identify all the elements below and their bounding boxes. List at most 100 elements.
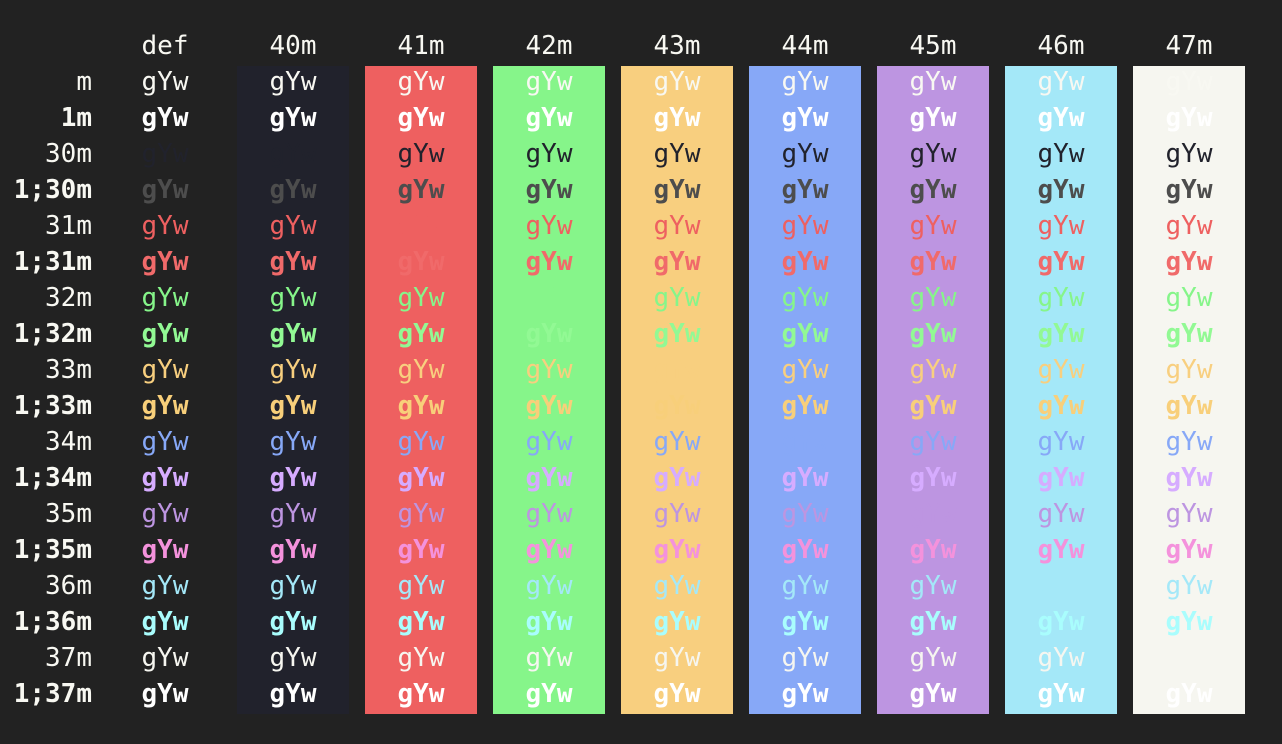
sample-cell: gYw — [781, 499, 829, 529]
sample-cell: gYw — [141, 643, 189, 673]
sample-cell: gYw — [525, 355, 573, 385]
sample-cell: gYw — [525, 643, 573, 673]
sample-cell: gYw — [909, 571, 957, 601]
sample-cell: gYw — [1037, 463, 1085, 493]
row-label: 1;31m — [13, 247, 92, 277]
sample-cell: gYw — [269, 607, 317, 637]
sample-cell: gYw — [269, 211, 317, 241]
row-label: 1;35m — [13, 535, 92, 565]
sample-cell: gYw — [1037, 319, 1085, 349]
sample-cell: gYw — [269, 499, 317, 529]
sample-cell: gYw — [397, 607, 445, 637]
sample-cell: gYw — [781, 139, 829, 169]
sample-cell: gYw — [1037, 643, 1085, 673]
sample-cell: gYw — [909, 139, 957, 169]
sample-cell: gYw — [1037, 283, 1085, 313]
background-panel-40m — [237, 66, 349, 714]
sample-cell: gYw — [781, 535, 829, 565]
sample-cell: gYw — [653, 247, 701, 277]
sample-cell: gYw — [141, 391, 189, 421]
sample-cell: gYw — [781, 463, 829, 493]
sample-cell: gYw — [1165, 463, 1213, 493]
background-panel-44m — [749, 66, 861, 714]
sample-cell: gYw — [525, 67, 573, 97]
sample-cell: gYw — [397, 643, 445, 673]
sample-cell: gYw — [909, 319, 957, 349]
sample-cell: gYw — [141, 355, 189, 385]
background-panel-47m — [1133, 66, 1245, 714]
sample-cell: gYw — [1037, 67, 1085, 97]
sample-cell: gYw — [653, 139, 701, 169]
background-panel-42m — [493, 66, 605, 714]
sample-cell: gYw — [141, 607, 189, 637]
sample-cell: gYw — [1165, 535, 1213, 565]
sample-cell: gYw — [653, 571, 701, 601]
background-panel-41m — [365, 66, 477, 714]
sample-cell: gYw — [1037, 355, 1085, 385]
sample-cell: gYw — [141, 463, 189, 493]
column-header: 42m — [525, 31, 573, 61]
sample-cell: gYw — [781, 247, 829, 277]
sample-cell: gYw — [653, 643, 701, 673]
background-panel-43m — [621, 66, 733, 714]
sample-cell: gYw — [1165, 103, 1213, 133]
sample-cell: gYw — [781, 643, 829, 673]
sample-cell: gYw — [141, 247, 189, 277]
sample-cell: gYw — [1165, 499, 1213, 529]
sample-cell: gYw — [269, 247, 317, 277]
row-label: 30m — [45, 139, 92, 169]
sample-cell: gYw — [269, 103, 317, 133]
sample-cell: gYw — [525, 679, 573, 709]
sample-cell: gYw — [269, 67, 317, 97]
sample-cell: gYw — [653, 175, 701, 205]
sample-cell: gYw — [525, 103, 573, 133]
sample-cell: gYw — [1165, 571, 1213, 601]
sample-cell: gYw — [525, 607, 573, 637]
sample-cell: gYw — [1037, 499, 1085, 529]
sample-cell: gYw — [1037, 607, 1085, 637]
column-header: 46m — [1037, 31, 1085, 61]
column-header: 45m — [909, 31, 957, 61]
sample-cell: gYw — [525, 463, 573, 493]
row-label: 31m — [45, 211, 92, 241]
sample-cell: gYw — [1165, 67, 1213, 97]
sample-cell: gYw — [653, 427, 701, 457]
row-label: m — [76, 67, 92, 97]
sample-cell: gYw — [269, 319, 317, 349]
sample-cell: gYw — [1165, 607, 1213, 637]
sample-cell: gYw — [1165, 211, 1213, 241]
row-label: 1;30m — [13, 175, 92, 205]
sample-cell: gYw — [525, 139, 573, 169]
sample-cell: gYw — [1165, 427, 1213, 457]
row-label: 37m — [45, 643, 92, 673]
sample-cell: gYw — [525, 427, 573, 457]
sample-cell: gYw — [1165, 283, 1213, 313]
sample-cell: gYw — [141, 499, 189, 529]
sample-cell: gYw — [397, 571, 445, 601]
sample-cell: gYw — [1165, 643, 1213, 673]
sample-cell: gYw — [1037, 535, 1085, 565]
sample-cell: gYw — [141, 319, 189, 349]
sample-cell: gYw — [1165, 319, 1213, 349]
sample-cell: gYw — [1037, 427, 1085, 457]
row-label: 35m — [45, 499, 92, 529]
sample-cell: gYw — [781, 391, 829, 421]
sample-cell: gYw — [909, 283, 957, 313]
sample-cell: gYw — [141, 283, 189, 313]
sample-cell: gYw — [525, 499, 573, 529]
sample-cell: gYw — [781, 427, 829, 457]
sample-cell: gYw — [909, 427, 957, 457]
sample-cell: gYw — [269, 283, 317, 313]
sample-cell: gYw — [397, 139, 445, 169]
sample-cell: gYw — [653, 535, 701, 565]
sample-cell: gYw — [397, 355, 445, 385]
sample-cell: gYw — [141, 103, 189, 133]
sample-cell: gYw — [269, 643, 317, 673]
sample-cell: gYw — [781, 319, 829, 349]
sample-cell: gYw — [653, 67, 701, 97]
row-label: 33m — [45, 355, 92, 385]
sample-cell: gYw — [909, 355, 957, 385]
sample-cell: gYw — [909, 463, 957, 493]
sample-cell: gYw — [269, 355, 317, 385]
row-label: 1m — [60, 103, 92, 133]
